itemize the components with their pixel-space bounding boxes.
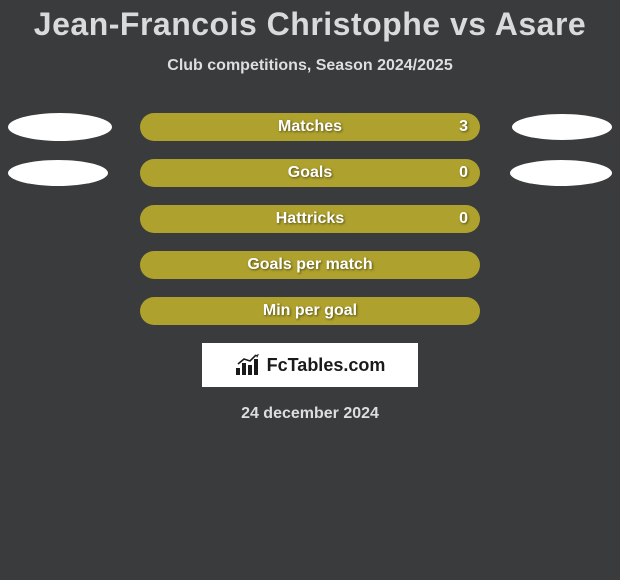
stat-bars: Matches 3 Goals 0 Hattricks 0 Goals per match M…: [0, 113, 620, 325]
footer-logo: FcTables.com: [202, 343, 418, 387]
subtitle: Club competitions, Season 2024/2025: [0, 57, 620, 75]
stat-row: Min per goal: [0, 297, 620, 325]
stat-row: Hattricks 0: [0, 205, 620, 233]
stat-bar: Goals 0: [140, 159, 480, 187]
stat-row: Goals per match: [0, 251, 620, 279]
date-label: 24 december 2024: [0, 405, 620, 423]
stat-label: Matches: [278, 118, 342, 136]
stat-value: 3: [459, 118, 468, 136]
comparison-title: Jean-Francois Christophe vs Asare: [0, 0, 620, 43]
stat-label: Min per goal: [263, 302, 357, 320]
footer-logo-text: FcTables.com: [267, 355, 386, 376]
stat-row: Goals 0: [0, 159, 620, 187]
stat-label: Goals per match: [247, 256, 372, 274]
stat-bar: Goals per match: [140, 251, 480, 279]
player2-name: Asare: [495, 6, 586, 42]
player2-marker: [512, 114, 612, 140]
stat-row: Matches 3: [0, 113, 620, 141]
chart-icon: [235, 354, 261, 376]
player1-name: Jean-Francois Christophe: [34, 6, 441, 42]
player1-marker: [8, 160, 108, 186]
player1-marker: [8, 113, 112, 141]
stat-label: Hattricks: [276, 210, 344, 228]
stat-bar: Min per goal: [140, 297, 480, 325]
player2-marker: [510, 160, 612, 186]
stat-value: 0: [459, 164, 468, 182]
stat-bar: Matches 3: [140, 113, 480, 141]
stat-bar: Hattricks 0: [140, 205, 480, 233]
stat-value: 0: [459, 210, 468, 228]
stat-label: Goals: [288, 164, 332, 182]
vs-label: vs: [450, 6, 487, 42]
